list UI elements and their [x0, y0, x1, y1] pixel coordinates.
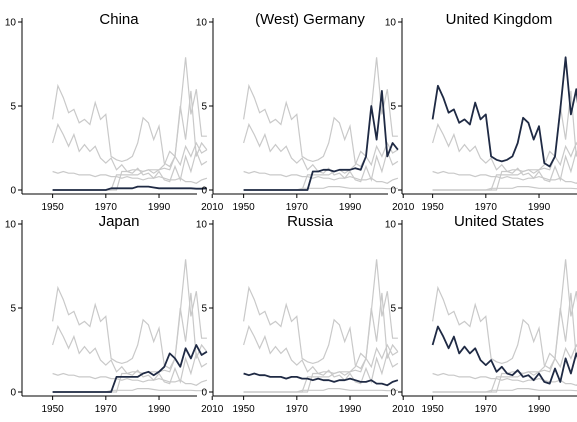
highlight-series-line [431, 56, 577, 168]
y-tick-label: 5 [201, 304, 207, 315]
y-tick-label: 5 [10, 304, 16, 315]
x-tick-label: 1990 [528, 202, 551, 213]
panel-2: 0 5 10 1950 1970 1990 2010 United Kingdom [385, 11, 577, 213]
background-series-line [432, 122, 577, 183]
highlight-series-line [52, 344, 208, 393]
y-tick-label: 0 [201, 388, 207, 399]
background-series-line [52, 122, 208, 183]
background-series-line [432, 343, 577, 393]
background-series-line [52, 324, 208, 385]
background-series-line [432, 170, 577, 184]
background-series-line [243, 324, 399, 385]
background-series-line [243, 57, 398, 168]
x-tick-label: 2010 [392, 404, 415, 415]
y-tick-label: 5 [390, 102, 396, 113]
highlight-series-line [52, 185, 207, 191]
y-tick-label: 10 [5, 220, 17, 231]
x-tick-label: 1990 [339, 202, 362, 213]
background-series-line [52, 57, 207, 168]
panel-1: 0 5 10 1950 1970 1990 2010 (West) Germany [196, 11, 415, 213]
y-tick-label: 0 [390, 186, 396, 197]
panel-title: Russia [287, 213, 334, 230]
y-tick-label: 5 [10, 102, 16, 113]
x-tick-label: 1970 [95, 404, 118, 415]
y-tick-label: 0 [201, 186, 207, 197]
background-series-line [243, 122, 399, 183]
x-tick-label: 1970 [475, 202, 498, 213]
background-series-line [243, 170, 399, 184]
y-tick-label: 10 [196, 18, 208, 29]
y-tick-label: 10 [5, 18, 17, 29]
x-tick-label: 2010 [201, 202, 224, 213]
x-tick-label: 1950 [41, 202, 64, 213]
x-tick-label: 1990 [528, 404, 551, 415]
x-tick-label: 1970 [286, 404, 309, 415]
x-tick-label: 1950 [232, 202, 255, 213]
y-tick-label: 0 [10, 388, 16, 399]
panel-title: (West) Germany [255, 11, 365, 28]
background-series-line [52, 372, 208, 386]
highlight-series-line [243, 372, 399, 387]
y-tick-label: 0 [10, 186, 16, 197]
panel-0: 0 5 10 1950 1970 1990 2010 China [5, 11, 224, 213]
background-series-line [432, 372, 577, 386]
y-tick-label: 0 [390, 388, 396, 399]
y-tick-label: 10 [385, 220, 397, 231]
panel-title: China [99, 11, 139, 28]
panel-4: 0 5 10 1950 1970 1990 2010 Russia [196, 213, 415, 415]
x-tick-label: 2010 [201, 404, 224, 415]
x-tick-label: 1950 [421, 202, 444, 213]
x-tick-label: 1970 [475, 404, 498, 415]
background-series-line [432, 141, 577, 191]
highlight-series-line [243, 90, 399, 191]
x-tick-label: 1970 [286, 202, 309, 213]
y-tick-label: 5 [390, 304, 396, 315]
x-tick-label: 1990 [148, 404, 171, 415]
panel-title: United States [454, 213, 544, 230]
highlight-series-line [431, 325, 577, 385]
panel-5: 0 5 10 1950 1970 1990 2010 United States [385, 213, 577, 415]
x-tick-label: 1950 [421, 404, 444, 415]
y-tick-label: 10 [196, 220, 208, 231]
background-series-line [52, 259, 207, 370]
y-tick-label: 5 [201, 102, 207, 113]
background-series-line [243, 343, 399, 393]
x-tick-label: 1990 [148, 202, 171, 213]
background-series-line [243, 259, 398, 370]
x-tick-label: 1990 [339, 404, 362, 415]
x-tick-label: 1950 [232, 404, 255, 415]
x-tick-label: 1970 [95, 202, 118, 213]
y-tick-label: 10 [385, 18, 397, 29]
background-series-line [432, 259, 577, 370]
x-tick-label: 2010 [392, 202, 415, 213]
background-series-line [52, 170, 208, 184]
panel-title: United Kingdom [446, 11, 553, 28]
x-tick-label: 1950 [41, 404, 64, 415]
panel-3: 0 5 10 1950 1970 1990 2010 Japan [5, 213, 224, 415]
panel-title: Japan [99, 213, 140, 230]
